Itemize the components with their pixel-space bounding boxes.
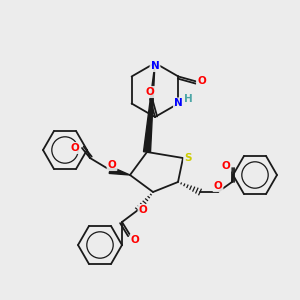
Text: N: N xyxy=(174,98,183,109)
Text: O: O xyxy=(222,161,230,171)
Text: O: O xyxy=(139,205,147,215)
Text: O: O xyxy=(70,143,80,153)
Text: H: H xyxy=(184,94,193,104)
Text: O: O xyxy=(197,76,206,86)
Polygon shape xyxy=(109,167,130,175)
Text: O: O xyxy=(108,160,116,170)
Text: N: N xyxy=(151,61,159,71)
Text: O: O xyxy=(214,181,222,191)
Polygon shape xyxy=(143,63,155,152)
Text: O: O xyxy=(130,235,140,245)
Text: S: S xyxy=(184,153,192,163)
Text: O: O xyxy=(146,87,154,97)
